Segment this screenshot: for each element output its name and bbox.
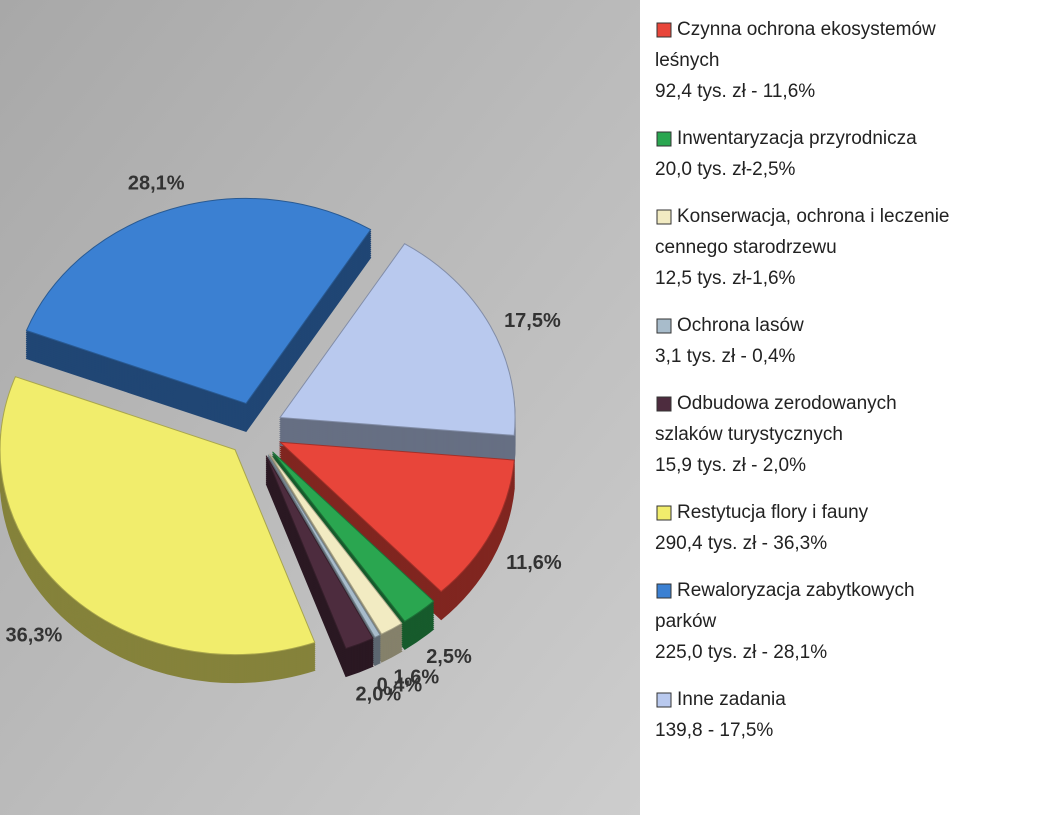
legend-detail: 15,9 tys. zł - 2,0% xyxy=(655,455,806,476)
legend-label: Konserwacja, ochrona i leczenie xyxy=(677,206,950,227)
legend-swatch xyxy=(656,131,672,147)
legend-detail: 12,5 tys. zł-1,6% xyxy=(655,268,796,289)
legend-label: szlaków turystycznych xyxy=(655,424,843,445)
legend-detail: 20,0 tys. zł-2,5% xyxy=(655,159,796,180)
slice xyxy=(278,441,515,593)
legend-swatch xyxy=(656,505,672,521)
legend-swatch xyxy=(656,583,672,599)
legend-swatch xyxy=(656,396,672,412)
legend-label: leśnych xyxy=(655,50,719,71)
data-label: 11,6% xyxy=(506,552,562,574)
data-label: 28,1% xyxy=(128,173,185,195)
legend-swatch xyxy=(656,22,672,38)
slice xyxy=(269,453,403,635)
data-label: 36,3% xyxy=(6,624,63,646)
legend-panel xyxy=(640,0,1055,815)
data-label: 1,6% xyxy=(394,666,440,688)
slice xyxy=(272,451,435,622)
legend-label: Restytucja flory i fauny xyxy=(677,502,869,523)
legend-detail: 290,4 tys. zł - 36,3% xyxy=(655,533,827,554)
legend-label: parków xyxy=(655,611,717,632)
data-label: 0,4% xyxy=(377,675,423,697)
data-label: 2,0% xyxy=(356,684,402,706)
legend-swatch xyxy=(656,692,672,708)
legend-label: Inwentaryzacja przyrodnicza xyxy=(677,128,917,149)
legend-detail: 92,4 tys. zł - 11,6% xyxy=(655,81,815,102)
legend-detail: 3,1 tys. zł - 0,4% xyxy=(655,346,796,367)
legend-detail: 139,8 - 17,5% xyxy=(655,720,773,741)
slice xyxy=(265,455,374,650)
slice xyxy=(0,376,316,656)
legend-label: Czynna ochrona ekosystemów xyxy=(677,19,936,40)
slice xyxy=(25,198,372,405)
legend-label: Ochrona lasów xyxy=(677,315,804,336)
data-label: 17,5% xyxy=(504,310,561,332)
legend-label: Rewaloryzacja zabytkowych xyxy=(677,580,915,601)
slice xyxy=(279,243,516,436)
legend-swatch xyxy=(656,318,672,334)
legend-label: Inne zadania xyxy=(677,689,786,710)
legend-swatch xyxy=(656,209,672,225)
data-label: 2,5% xyxy=(426,646,472,668)
legend-label: cennego starodrzewu xyxy=(655,237,837,258)
slice xyxy=(267,454,381,639)
legend-detail: 225,0 tys. zł - 28,1% xyxy=(655,642,827,663)
legend-label: Odbudowa zerodowanych xyxy=(677,393,897,414)
